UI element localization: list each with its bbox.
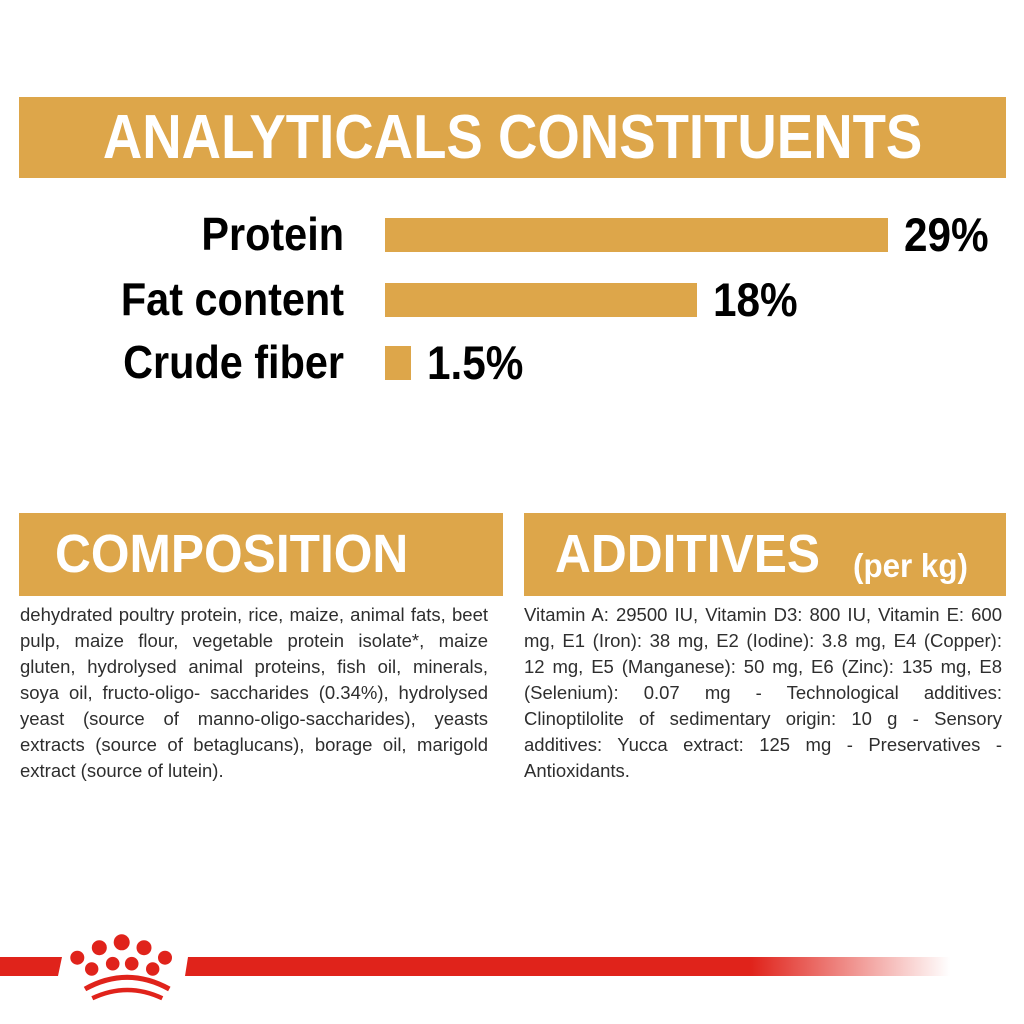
composition-body-text: dehydrated poultry protein, rice, maize,…	[20, 604, 488, 781]
chart-row-fat-content: Fat content 18%	[0, 273, 1024, 326]
analytics-bar-chart: Protein 29% Fat content 18% Crude fiber …	[0, 0, 1024, 430]
analytics-section-title: ANALYTICALS CONSTITUENTS	[102, 103, 923, 172]
composition-section-banner: COMPOSITION	[19, 513, 503, 596]
composition-section-title: COMPOSITION	[55, 524, 409, 584]
crude-fiber-bar	[385, 346, 411, 380]
crown-arcs	[83, 974, 171, 1001]
additives-body-text: Vitamin A: 29500 IU, Vitamin D3: 800 IU,…	[524, 604, 1002, 781]
crude-fiber-value: 1.5%	[427, 336, 524, 389]
additives-section-title: ADDITIVES	[555, 524, 821, 584]
chart-row-protein: Protein 29%	[0, 208, 1024, 261]
protein-bar	[385, 218, 888, 252]
chart-row-crude-fiber: Crude fiber 1.5%	[0, 336, 1024, 389]
additives-per-kg-label: (per kg)	[853, 546, 969, 584]
footer-red-stripe-left	[0, 957, 62, 976]
crown-dots	[70, 934, 172, 976]
protein-label: Protein	[201, 208, 344, 260]
royal-canin-crown-logo	[70, 934, 172, 1001]
fat-content-label: Fat content	[120, 273, 344, 325]
additives-section-banner: ADDITIVES (per kg)	[524, 513, 1006, 596]
fat-content-bar	[385, 283, 697, 317]
footer-red-stripe-right	[185, 957, 950, 976]
protein-value: 29%	[904, 208, 989, 261]
fat-content-value: 18%	[713, 273, 798, 326]
analytics-section-banner: ANALYTICALS CONSTITUENTS	[19, 97, 1006, 178]
crude-fiber-label: Crude fiber	[123, 336, 344, 388]
